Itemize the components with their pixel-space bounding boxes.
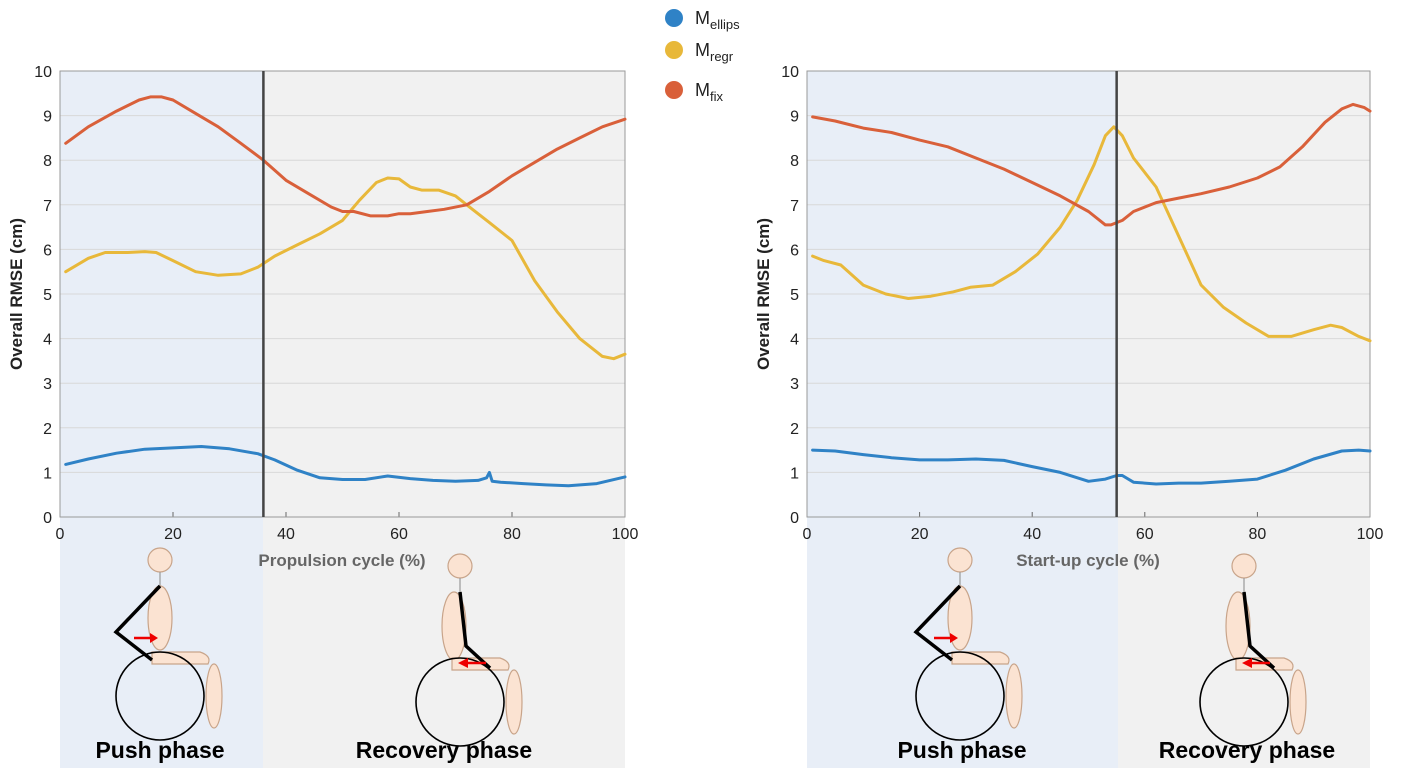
legend-item-regr: Mregr bbox=[665, 40, 734, 64]
grid-lines bbox=[59, 115, 626, 517]
legend-marker-regr bbox=[665, 41, 683, 59]
x-tick-label: 80 bbox=[503, 526, 521, 543]
legend-label-sub: regr bbox=[710, 49, 734, 64]
x-tick-label: 60 bbox=[390, 526, 408, 543]
y-tick-label: 5 bbox=[790, 287, 799, 304]
recovery-phase-background bbox=[263, 71, 625, 768]
svg-text:Mregr: Mregr bbox=[695, 40, 734, 64]
push-phase-label: Push phase bbox=[897, 737, 1026, 763]
legend-item-ellips: Mellips bbox=[665, 8, 740, 32]
y-tick-label: 10 bbox=[34, 64, 52, 81]
x-tick-label: 100 bbox=[612, 526, 639, 543]
x-tick-label: 0 bbox=[803, 526, 812, 543]
x-tick-label: 100 bbox=[1357, 526, 1384, 543]
y-tick-label: 6 bbox=[790, 242, 799, 259]
x-tick-label: 40 bbox=[1023, 526, 1041, 543]
y-tick-label: 8 bbox=[790, 153, 799, 170]
y-tick-label: 7 bbox=[43, 198, 52, 215]
push-phase-label: Push phase bbox=[95, 737, 224, 763]
x-tick-label: 80 bbox=[1249, 526, 1267, 543]
plot-frame bbox=[806, 70, 1371, 518]
legend-marker-ellips bbox=[665, 9, 683, 27]
y-tick-label: 0 bbox=[790, 510, 799, 527]
recovery-phase-label: Recovery phase bbox=[356, 737, 532, 763]
x-tick-label: 40 bbox=[277, 526, 295, 543]
series-line-mellips bbox=[64, 445, 627, 488]
series-line-mregr bbox=[64, 176, 627, 361]
legend-item-fix: Mfix bbox=[665, 80, 724, 104]
y-tick-label: 1 bbox=[43, 465, 52, 482]
x-tick-label: 20 bbox=[911, 526, 929, 543]
y-tick-label: 10 bbox=[781, 64, 799, 81]
y-tick-label: 2 bbox=[790, 421, 799, 438]
y-tick-label: 1 bbox=[790, 465, 799, 482]
series-line-mfix bbox=[811, 102, 1372, 227]
y-tick-label: 8 bbox=[43, 153, 52, 170]
legend-label-sub: ellips bbox=[710, 17, 740, 32]
x-axis-label: Start-up cycle (%) bbox=[1016, 551, 1160, 570]
y-tick-label: 2 bbox=[43, 421, 52, 438]
legend-label-main: M bbox=[695, 8, 710, 28]
y-tick-label: 4 bbox=[790, 332, 799, 349]
legend-label-main: M bbox=[695, 80, 710, 100]
legend-label-main: M bbox=[695, 40, 710, 60]
y-tick-label: 4 bbox=[43, 332, 52, 349]
series-line-mregr bbox=[811, 125, 1372, 343]
series-group bbox=[64, 95, 627, 488]
recovery-phase-label: Recovery phase bbox=[1159, 737, 1335, 763]
y-axis-label: Overall RMSE (cm) bbox=[7, 218, 26, 370]
y-tick-label: 9 bbox=[43, 109, 52, 126]
legend-marker-fix bbox=[665, 81, 683, 99]
svg-text:Mellips: Mellips bbox=[695, 8, 740, 32]
legend-label-sub: fix bbox=[710, 89, 724, 104]
y-tick-label: 6 bbox=[43, 242, 52, 259]
y-axis-label: Overall RMSE (cm) bbox=[754, 218, 773, 370]
y-tick-label: 9 bbox=[790, 109, 799, 126]
grid-lines bbox=[806, 115, 1371, 517]
x-tick-label: 0 bbox=[56, 526, 65, 543]
y-tick-label: 7 bbox=[790, 198, 799, 215]
y-tick-label: 0 bbox=[43, 510, 52, 527]
series-line-mfix bbox=[64, 95, 627, 218]
y-tick-label: 3 bbox=[43, 376, 52, 393]
y-tick-label: 5 bbox=[43, 287, 52, 304]
x-tick-label: 60 bbox=[1136, 526, 1154, 543]
svg-text:Mfix: Mfix bbox=[695, 80, 724, 104]
plot-frame bbox=[59, 70, 626, 518]
legend: Mellips Mregr Mfix bbox=[665, 8, 740, 104]
x-axis-label: Propulsion cycle (%) bbox=[258, 551, 425, 570]
x-tick-label: 20 bbox=[164, 526, 182, 543]
y-tick-label: 3 bbox=[790, 376, 799, 393]
